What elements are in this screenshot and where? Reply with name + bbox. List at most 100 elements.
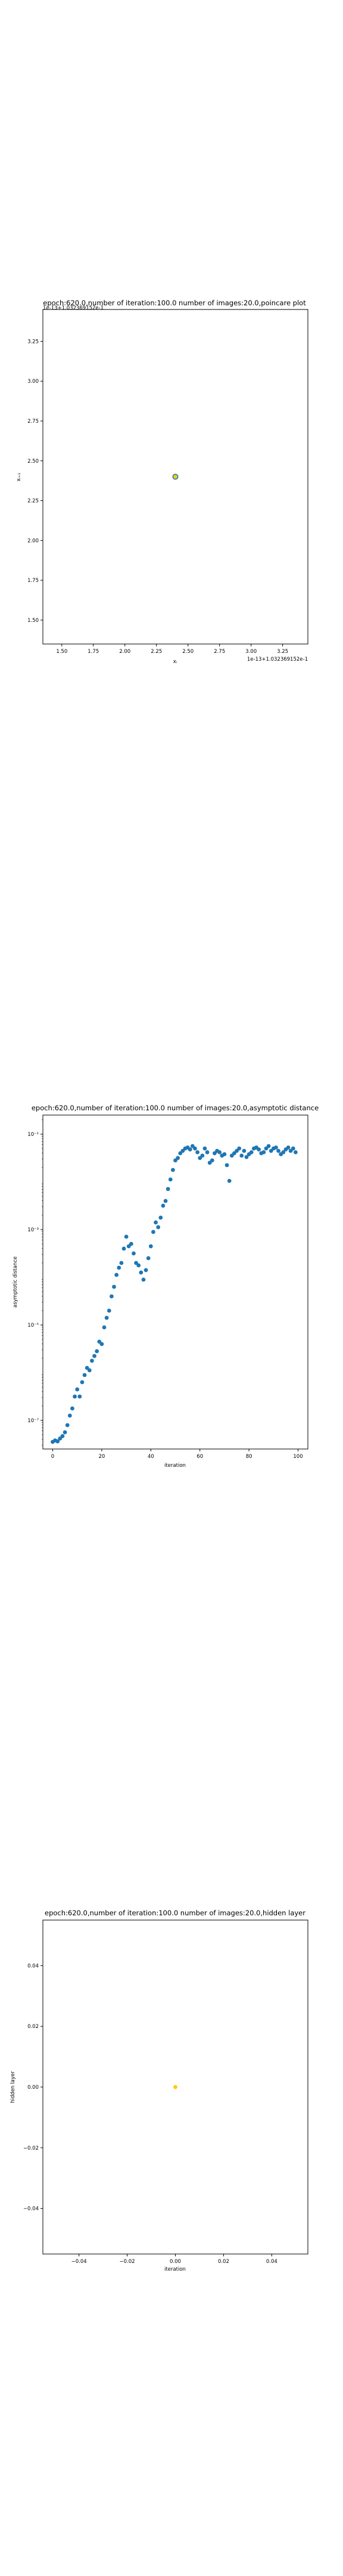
data-point [92,1354,96,1358]
hidden-layer-xlabel: iteration [164,2267,186,2272]
data-point [266,1144,271,1148]
y-tick-label: 2.75 [27,419,39,425]
data-point [80,1380,85,1385]
data-point [210,1158,214,1163]
data-point [200,1153,205,1158]
poincare-plot-overlay-text: 1e-13+1.032369152e-1 [43,305,104,311]
data-point [217,1150,222,1154]
hidden-layer-title: epoch:620.0,number of iteration:100.0 nu… [45,1909,305,1917]
x-tick-label: 3.25 [277,649,288,655]
asymptotic-distance-chart: epoch:620.0,number of iteration:100.0 nu… [13,1104,319,1469]
data-point [291,1146,295,1151]
y-tick-label: 2.00 [27,538,39,544]
poincare-plot-x-offset: 1e-13+1.032369152e-1 [247,657,308,662]
x-tick-label: 2.00 [119,649,130,655]
y-tick-label: −0.02 [23,2145,39,2151]
x-tick-label: 1.50 [56,649,67,655]
asymptotic-distance-xlabel: iteration [164,1463,186,1469]
data-point [205,1150,210,1154]
y-tick-label: 1.50 [27,618,39,624]
x-tick-label: 0.04 [266,2259,277,2265]
data-point [261,1150,266,1154]
data-point [281,1150,286,1154]
data-point [276,1148,280,1153]
hidden-layer-chart: epoch:620.0,number of iteration:100.0 nu… [10,1909,308,2272]
asymptotic-distance-frame [42,1114,308,1450]
x-tick-label: 0 [51,1454,54,1460]
data-point [77,1394,82,1399]
data-point [274,1145,278,1150]
data-point [242,1148,247,1153]
data-point [146,1256,151,1261]
data-point [170,1168,175,1172]
y-tick-label: 10⁻⁵ [27,1323,39,1329]
data-point [173,2085,177,2089]
data-point [67,1413,72,1418]
y-tick-label: 0.04 [27,1963,39,1969]
data-point [104,1315,109,1320]
x-tick-label: 20 [98,1454,105,1460]
y-tick-label: 10⁻³ [27,1227,39,1233]
data-point [202,1146,207,1151]
y-tick-label: 1.75 [27,578,39,584]
x-tick-label: −0.02 [120,2259,135,2265]
x-tick-label: 2.25 [151,649,162,655]
data-point [124,1234,129,1239]
data-point [193,1146,197,1151]
y-tick-label: 3.25 [27,339,39,345]
data-point [87,1368,92,1373]
data-point [244,1155,249,1159]
data-point [136,1263,141,1268]
y-tick-label: 10⁻¹ [27,1132,39,1138]
x-tick-label: 2.75 [214,649,225,655]
x-tick-label: 40 [148,1454,154,1460]
data-point [114,1272,119,1277]
x-tick-label: 0.02 [218,2259,229,2265]
data-point [107,1308,111,1313]
data-point [168,1177,173,1182]
data-point [158,1215,163,1220]
poincare-plot-title: epoch:620.0,number of iteration:100.0 nu… [43,299,306,307]
y-tick-label: 0.00 [27,2085,39,2091]
x-tick-label: 0.00 [170,2259,181,2265]
data-point [121,1246,126,1251]
data-point [173,475,177,479]
data-point [148,1244,153,1249]
poincare-plot-chart: epoch:620.0,number of iteration:100.0 nu… [16,299,308,665]
data-point [82,1373,87,1377]
data-point [176,1156,180,1160]
hidden-layer-ylabel: hidden layer [10,2071,16,2103]
data-point [293,1150,298,1154]
y-tick-label: 10⁻⁷ [27,1418,39,1424]
data-point [102,1325,107,1330]
data-point [117,1265,121,1270]
data-point [65,1423,70,1428]
x-tick-label: 80 [246,1454,252,1460]
data-point [95,1349,99,1354]
data-point [112,1284,116,1289]
data-point [139,1270,144,1275]
data-point [195,1150,199,1154]
data-point [73,1394,77,1399]
asymptotic-distance-title: epoch:620.0,number of iteration:100.0 nu… [32,1104,319,1112]
data-point [129,1241,133,1246]
data-point [163,1199,168,1203]
data-point [132,1251,136,1256]
data-point [119,1261,124,1265]
y-tick-label: 2.50 [27,459,39,465]
data-point [60,1434,65,1438]
data-point [257,1147,261,1151]
data-point [55,1439,60,1444]
data-point [239,1153,244,1158]
x-tick-label: −0.04 [71,2259,87,2265]
y-tick-label: −0.04 [23,2206,39,2212]
poincare-plot-xlabel: xᵢ [173,659,177,665]
data-point [237,1146,242,1151]
data-point [70,1406,74,1411]
poincare-plot-ylabel: xᵢ₊₁ [16,473,22,481]
data-point [166,1187,170,1191]
data-point [99,1342,104,1346]
x-tick-label: 100 [293,1454,303,1460]
x-tick-label: 2.50 [182,649,194,655]
